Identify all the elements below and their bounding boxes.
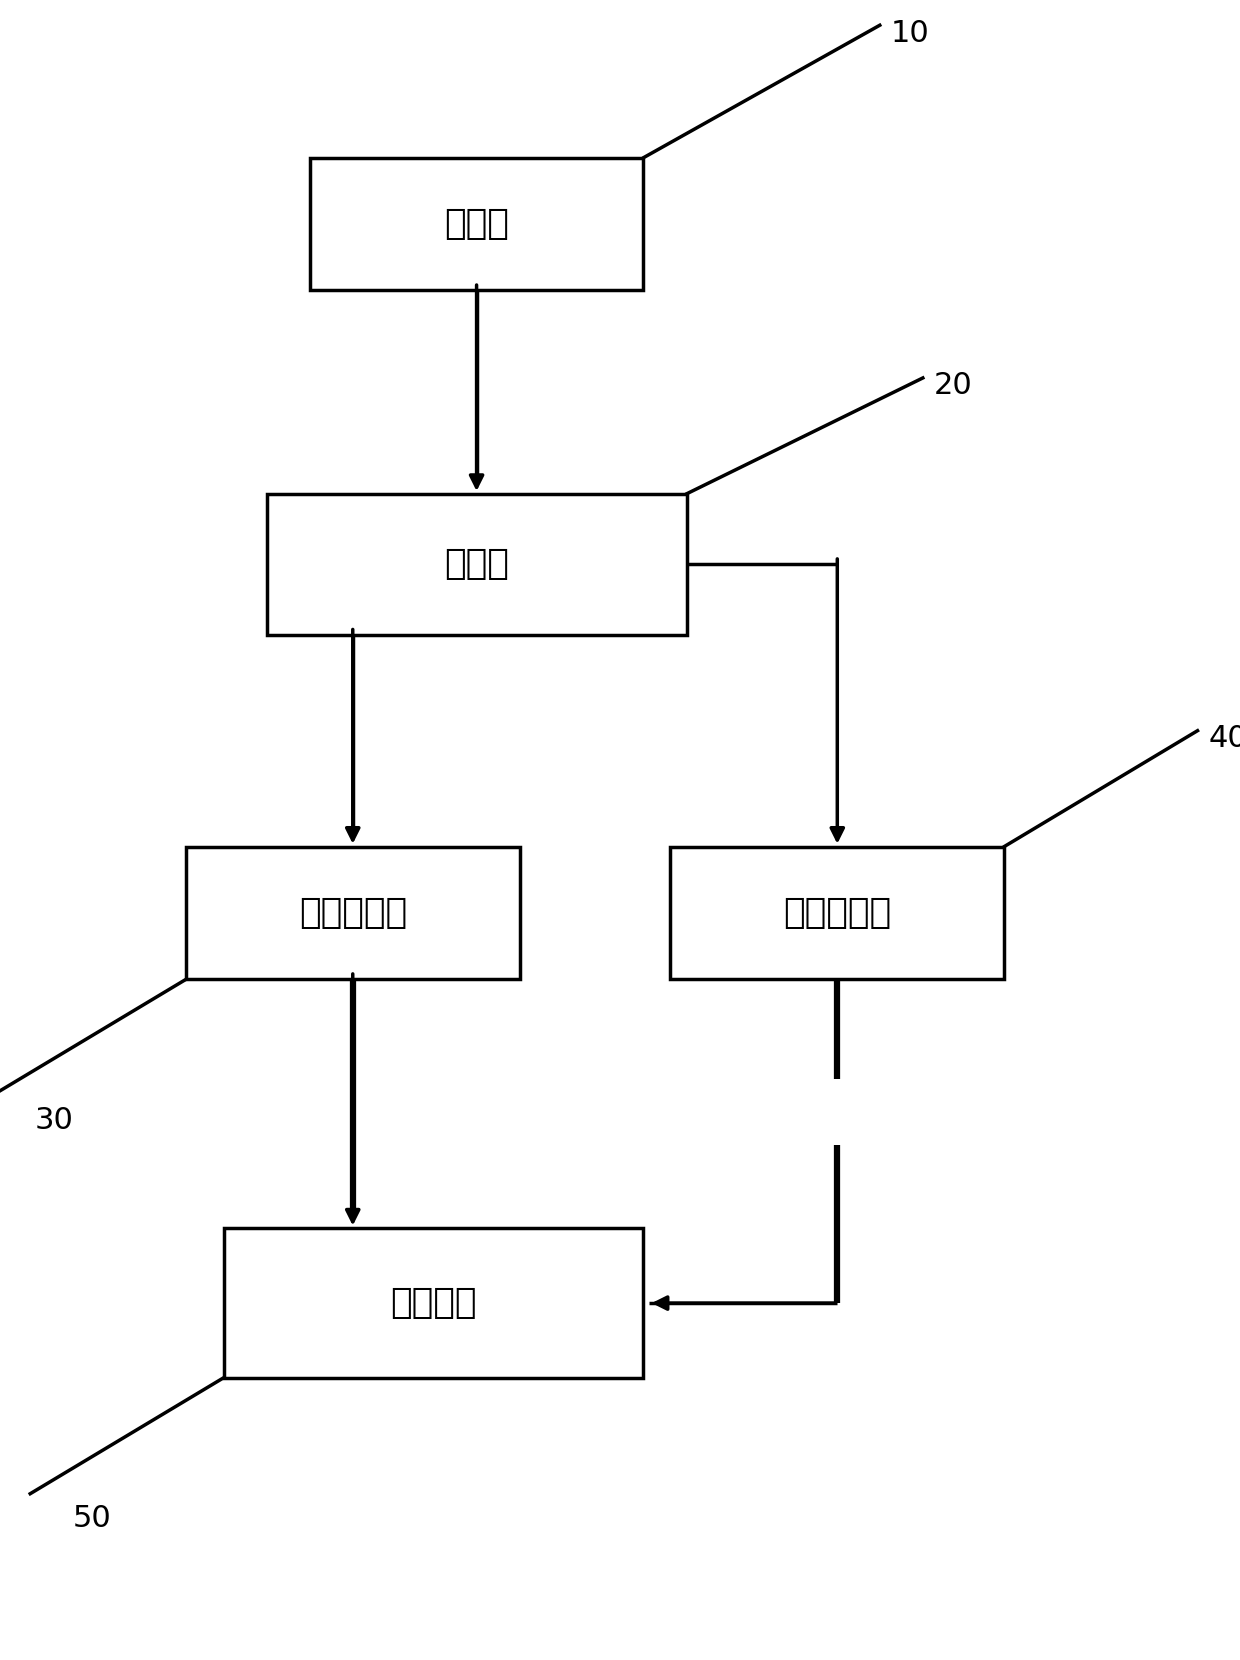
Text: 电磁换向阀: 电磁换向阀 [784,896,892,930]
Text: 液压马达: 液压马达 [391,1286,476,1320]
Text: 10: 10 [892,18,930,48]
Text: 电位器: 电位器 [444,208,510,241]
Bar [223,1228,644,1378]
Text: 比例电磁阀: 比例电磁阀 [299,896,407,930]
Text: 控制器: 控制器 [444,548,510,581]
Bar [310,158,644,290]
Bar [186,847,520,979]
Text: 20: 20 [934,372,973,400]
Bar [671,847,1004,979]
Text: 30: 30 [35,1106,74,1135]
Text: 50: 50 [73,1504,112,1534]
Text: 40: 40 [1209,724,1240,754]
Bar [267,495,687,634]
